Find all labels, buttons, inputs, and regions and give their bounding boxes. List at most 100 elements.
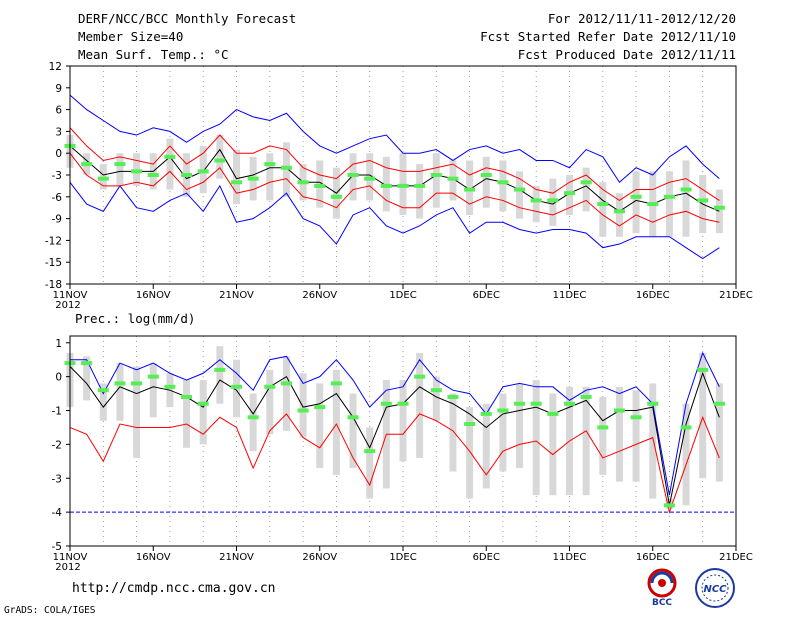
temp-median-mark (147, 173, 159, 177)
temp-median-mark (247, 176, 259, 181)
temp-range-bar (516, 171, 524, 219)
temp-ytick-label: 6 (55, 105, 62, 117)
prec-median-mark (530, 401, 542, 406)
prec-range-bar (349, 393, 357, 469)
prec-xtick-label: 6DEC (473, 552, 500, 563)
temp-median-mark (514, 187, 526, 192)
temp-range-bar (599, 182, 607, 237)
prec-range-bar (266, 369, 274, 435)
prec-median-mark (697, 367, 709, 372)
prec-median-mark (580, 394, 592, 399)
prec-range-bar (532, 380, 540, 496)
prec-range-bar (99, 383, 107, 421)
temp-median-mark (81, 162, 93, 167)
temp-median-mark (597, 202, 609, 207)
temp-median-mark (114, 162, 126, 167)
prec-median-mark (430, 388, 442, 393)
prec-range-bar (432, 376, 440, 421)
prec-range-bar (699, 352, 707, 479)
member-size: Member Size=40 (78, 29, 184, 44)
ncc-logo: NCC (695, 568, 735, 608)
prec-xtick-label: 11NOV (53, 552, 88, 563)
temp-median-mark (164, 154, 176, 159)
temp-median-mark (530, 198, 542, 203)
prec-xtick-label: 26NOV (302, 552, 337, 563)
prec-max-line (70, 351, 720, 496)
prec-median-mark (264, 384, 276, 389)
prec-median-mark (364, 449, 376, 454)
prec-median-mark (214, 367, 226, 372)
prec-range-bar (83, 356, 91, 401)
temp-upper-line (69, 127, 720, 202)
prec-median-mark (81, 361, 93, 366)
prec-range-bar (399, 380, 407, 462)
prec-xtick-year: 2012 (55, 562, 80, 573)
temp-median-mark (647, 202, 659, 207)
temp-ytick-label: -9 (52, 214, 62, 226)
prec-range-bar (183, 380, 191, 448)
temp-ytick-label: -6 (52, 192, 63, 204)
temp-median-mark (131, 169, 143, 174)
temp-median-mark (480, 173, 492, 177)
temp-range-bar (482, 156, 490, 208)
prec-xtick-label: 16NOV (136, 552, 171, 563)
temp-median-mark (181, 173, 193, 177)
prec-xtick-label: 16DEC (636, 552, 670, 563)
source-url[interactable]: http://cmdp.ncc.cma.gov.cn (72, 581, 276, 596)
temp-ytick-label: 3 (55, 126, 62, 138)
ncc-logo-text: NCC (703, 584, 727, 595)
temp-median-mark (380, 183, 392, 188)
temp-range-bar (266, 153, 274, 201)
temp-ytick-label: -18 (45, 279, 62, 291)
prec-range-bar (649, 383, 657, 499)
temp-xtick-label: 26NOV (302, 290, 337, 301)
forecast-period: For 2012/11/11-2012/12/20 (547, 11, 736, 26)
temp-xtick-label: 11DEC (553, 290, 587, 301)
temp-median-mark (547, 198, 559, 203)
prec-range-bar (516, 383, 524, 469)
prec-range-bar (249, 393, 257, 452)
prec-ytick-label: 1 (55, 338, 62, 350)
prec-ytick-label: -5 (52, 541, 62, 553)
prec-median-mark (514, 401, 526, 406)
temp-median-mark (497, 180, 509, 185)
prec-range-bar (332, 369, 340, 475)
temp-ytick-label: -12 (45, 235, 62, 247)
prec-range-bar (615, 386, 623, 482)
prec-range-bar (299, 373, 307, 438)
prec-range-bar (216, 346, 224, 404)
temp-range-bar (233, 149, 240, 205)
prec-range-bar (133, 366, 141, 458)
temp-median-mark (713, 205, 725, 210)
temp-range-bar (432, 153, 440, 208)
prec-median-mark (297, 408, 309, 413)
prec-median-mark (564, 401, 575, 406)
prec-mean-line (69, 366, 720, 506)
prec-ytick-label: -3 (52, 473, 62, 485)
temp-median-mark (397, 183, 409, 188)
produced-date: Fcst Produced Date 2012/11/11 (517, 47, 736, 62)
prec-range-bar (466, 407, 474, 499)
temp-range-bar (582, 167, 590, 212)
prec-median-mark (713, 401, 725, 406)
refer-date: Fcst Started Refer Date 2012/11/10 (480, 29, 736, 44)
prec-median-mark (630, 415, 642, 420)
temp-median-mark (414, 183, 426, 188)
temp-median-mark (564, 191, 575, 196)
temp-median-mark (430, 173, 442, 177)
temp-ytick-label: 9 (55, 83, 62, 95)
temp-range-bar (532, 185, 540, 223)
prec-median-mark (497, 408, 509, 413)
prec-range-bar (282, 356, 290, 431)
prec-median-mark (330, 381, 342, 386)
chart-title: DERF/NCC/BCC Monthly Forecast (78, 11, 297, 26)
temp-mean-line (69, 145, 720, 212)
temp-range-bar (166, 138, 174, 190)
temp-xtick-label: 11NOV (53, 290, 88, 301)
prec-median-mark (663, 503, 675, 508)
prec-range-bar (549, 393, 557, 496)
bcc-logo-text: BCC (652, 598, 672, 608)
